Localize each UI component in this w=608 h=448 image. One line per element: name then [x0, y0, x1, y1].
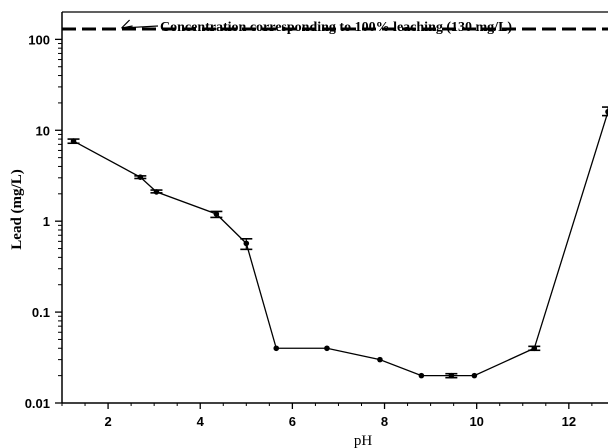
data-point — [137, 174, 144, 180]
data-point — [531, 345, 538, 352]
data-point — [605, 108, 608, 115]
data-point — [243, 240, 250, 247]
series-line — [73, 111, 608, 377]
data-point — [418, 372, 425, 379]
y-tick-label: 0.1 — [32, 305, 50, 320]
y-tick-label: 100 — [28, 32, 50, 47]
data-point — [273, 345, 280, 352]
x-tick-label: 2 — [104, 414, 111, 429]
annotation-arrowhead — [121, 19, 133, 29]
x-axis: 2 4 6 8 10 12 — [61, 403, 593, 429]
data-point — [448, 372, 455, 379]
data-point — [377, 356, 383, 363]
y-tick-label: 0.01 — [25, 396, 50, 411]
x-tick-label: 8 — [381, 414, 388, 429]
x-tick-label: 4 — [197, 414, 205, 429]
x-tick-label: 6 — [289, 414, 296, 429]
data-point — [153, 189, 160, 195]
y-axis-title: Lead (mg/L) — [9, 169, 25, 249]
series-group — [67, 106, 608, 379]
y-tick-label: 1 — [43, 214, 50, 229]
annotation-text: Concentration corresponding to 100% leac… — [160, 20, 512, 35]
data-point — [70, 138, 77, 144]
x-axis-title: pH — [354, 433, 373, 448]
annotation-arrow — [121, 19, 159, 29]
plot-frame — [61, 11, 608, 404]
annotation-leader — [121, 25, 159, 29]
x-tick-label: 10 — [469, 414, 483, 429]
data-point — [471, 372, 478, 379]
data-point — [213, 211, 220, 217]
x-tick-label: 12 — [562, 414, 576, 429]
y-axis: 0.01 0.1 1 10 100 — [25, 32, 62, 411]
y-tick-label: 10 — [36, 123, 50, 138]
data-point — [324, 345, 330, 352]
